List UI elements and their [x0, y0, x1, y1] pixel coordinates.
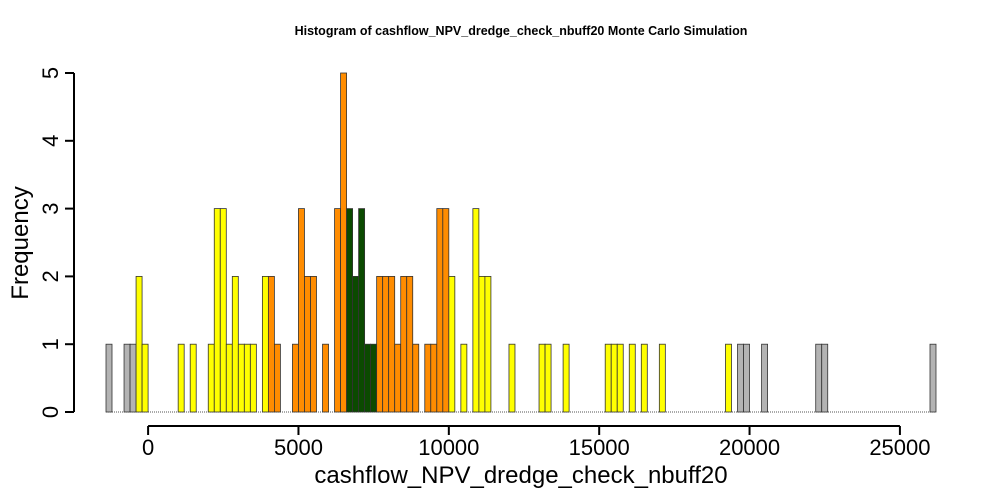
histogram-bar [370, 343, 378, 413]
histogram-bar [400, 275, 408, 413]
histogram-bar [544, 343, 552, 413]
histogram-bar [225, 343, 233, 413]
histogram-bar [243, 343, 251, 413]
histogram-bar [538, 343, 546, 413]
histogram-bar [761, 343, 768, 413]
y-tick-label: 5 [38, 67, 63, 79]
histogram-bar [472, 208, 480, 413]
x-tick-label: 5000 [274, 435, 323, 460]
y-tick-label: 0 [38, 406, 63, 418]
histogram-bar [346, 208, 353, 413]
histogram-bar [430, 343, 438, 413]
histogram-bar [207, 343, 215, 413]
histogram-bar [406, 275, 414, 413]
histogram-bar [821, 343, 829, 413]
histogram-bar [292, 343, 299, 413]
histogram-bar [231, 275, 239, 413]
histogram-bar [298, 208, 305, 413]
histogram-bar [412, 343, 420, 413]
histogram-bar [304, 275, 311, 413]
histogram-bar [219, 208, 227, 413]
histogram-bar [129, 343, 137, 413]
histogram-bar [460, 343, 468, 413]
histogram-bar [382, 275, 390, 413]
x-axis-label: cashflow_NPV_dredge_check_nbuff20 [314, 462, 727, 489]
histogram-bar [352, 275, 359, 413]
histogram-bar [135, 275, 143, 413]
histogram-bar [562, 343, 570, 413]
x-tick-label: 0 [142, 435, 154, 460]
y-tick-label: 2 [38, 270, 63, 282]
y-axis-label: Frequency [7, 186, 34, 299]
y-tick-label: 4 [38, 135, 63, 147]
histogram-bar [929, 343, 937, 413]
histogram-bar [237, 343, 245, 413]
x-axis: 0 5000 10000 15000 20000 25000 [142, 425, 931, 460]
histogram-bar [640, 343, 648, 413]
histogram-bar [448, 275, 456, 413]
histogram-bar [340, 72, 347, 413]
x-tick-label: 25000 [869, 435, 930, 460]
histogram-bar [737, 343, 744, 413]
histogram-bar [815, 343, 823, 413]
histogram-bar [436, 208, 444, 413]
histogram-bars [105, 72, 937, 413]
chart-title: Histogram of cashflow_NPV_dredge_check_n… [295, 24, 748, 38]
histogram-bar [725, 343, 732, 413]
histogram-bar [610, 343, 618, 413]
y-tick-label: 1 [38, 338, 63, 350]
histogram-bar [213, 208, 221, 413]
histogram-bar [177, 343, 185, 413]
histogram-bar [274, 343, 281, 413]
histogram-bar [394, 343, 402, 413]
histogram-bar [376, 275, 384, 413]
histogram-bar [249, 343, 257, 413]
histogram-bar [322, 343, 329, 413]
histogram-bar [189, 343, 197, 413]
histogram-bar [364, 343, 372, 413]
histogram-bar [508, 343, 516, 413]
histogram-bar [310, 275, 317, 413]
histogram-bar [141, 343, 149, 413]
histogram-bar [388, 275, 396, 413]
histogram-bar [628, 343, 636, 413]
histogram-bar [358, 208, 366, 413]
histogram-bar [658, 343, 666, 413]
histogram-bar [267, 275, 275, 413]
histogram-bar [334, 208, 341, 413]
histogram-bar [616, 343, 624, 413]
histogram-bar [604, 343, 612, 413]
y-tick-label: 3 [38, 202, 63, 214]
histogram-bar [478, 275, 486, 413]
x-tick-label: 10000 [418, 435, 479, 460]
histogram-bar [261, 275, 269, 413]
y-axis: 0 1 2 3 4 5 [38, 67, 75, 418]
histogram-bar [743, 343, 750, 413]
histogram-bar [105, 343, 113, 413]
histogram-bar [442, 208, 450, 413]
histogram-bar [123, 343, 131, 413]
histogram-bar [424, 343, 432, 413]
x-tick-label: 20000 [719, 435, 780, 460]
histogram-bar [484, 275, 492, 413]
x-tick-label: 15000 [569, 435, 630, 460]
